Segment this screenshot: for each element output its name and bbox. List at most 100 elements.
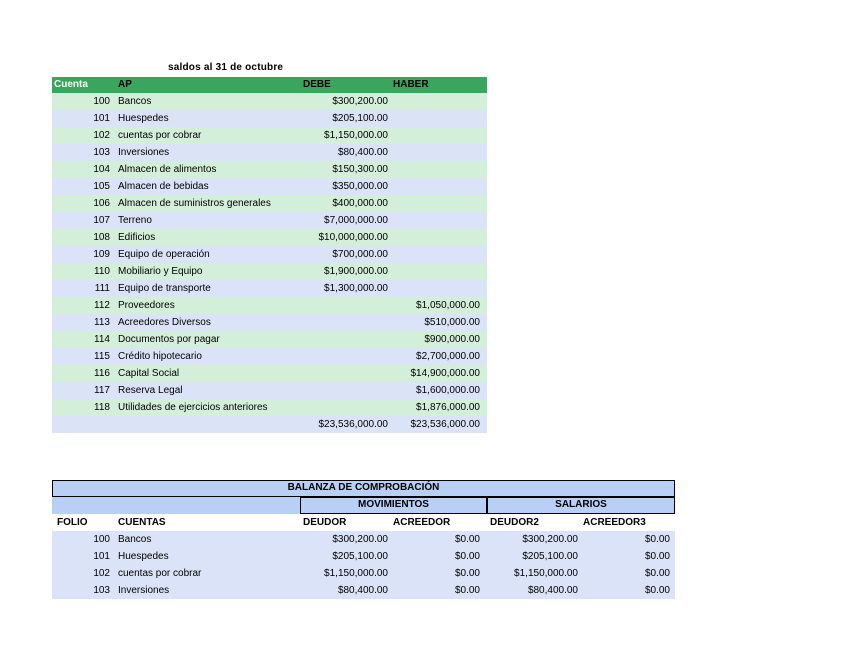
cell-haber: $1,050,000.00 — [416, 300, 480, 311]
cell-cuenta: 115 — [94, 351, 110, 362]
header-acreedor: ACREEDOR — [393, 517, 451, 528]
balanza-table-body: 100 Bancos $300,200.00 $0.00 $300,200.00… — [52, 531, 675, 599]
cell-debe: $205,100.00 — [332, 113, 388, 124]
cell-debe: $1,300,000.00 — [324, 283, 388, 294]
table-row: 114 Documentos por pagar $900,000.00 — [52, 331, 487, 348]
total-haber: $23,536,000.00 — [410, 419, 480, 430]
group-spacer — [52, 497, 300, 514]
cell-haber — [390, 127, 487, 144]
cell-ap: Equipo de operación — [118, 249, 210, 260]
header-folio: FOLIO — [57, 517, 88, 528]
total-debe: $23,536,000.00 — [318, 419, 388, 430]
table-row: 100 Bancos $300,200.00 $0.00 $300,200.00… — [52, 531, 675, 548]
saldos-title: saldos al 31 de octubre — [168, 62, 284, 73]
cell-cuenta: 107 — [93, 215, 110, 226]
header-cuenta: Cuenta — [54, 79, 88, 90]
group-salarios: SALARIOS — [487, 497, 675, 514]
header-ap: AP — [118, 79, 132, 90]
cell-cuenta: 102 — [93, 130, 110, 141]
cell-deudor2: $1,150,000.00 — [514, 568, 578, 579]
cell-cuenta: 106 — [93, 198, 110, 209]
cell-cuenta: 116 — [94, 368, 110, 379]
table-row: 101 Huespedes $205,100.00 — [52, 110, 487, 127]
balanza-title: BALANZA DE COMPROBACIÓN — [52, 480, 675, 497]
cell-cuenta: 100 — [93, 96, 110, 107]
table-row: 105 Almacen de bebidas $350,000.00 — [52, 178, 487, 195]
cell-cuenta: 118 — [94, 402, 110, 413]
cell-debe: $1,150,000.00 — [324, 130, 388, 141]
table-row: 101 Huespedes $205,100.00 $0.00 $205,100… — [52, 548, 675, 565]
cell-haber — [390, 110, 487, 127]
cell-debe — [300, 399, 390, 416]
cell-acreedor3: $0.00 — [644, 568, 670, 579]
cell-cuenta — [52, 416, 115, 433]
table-row: 102 cuentas por cobrar $1,150,000.00 — [52, 127, 487, 144]
cell-debe: $10,000,000.00 — [318, 232, 388, 243]
cell-ap: Proveedores — [118, 300, 175, 311]
cell-haber — [390, 195, 487, 212]
cell-debe: $700,000.00 — [332, 249, 388, 260]
cell-debe: $300,200.00 — [332, 96, 388, 107]
table-row: 115 Crédito hipotecario $2,700,000.00 — [52, 348, 487, 365]
cell-ap: Edificios — [118, 232, 156, 243]
cell-ap — [115, 416, 300, 433]
total-row: $23,536,000.00 $23,536,000.00 — [52, 416, 487, 433]
table-row: 103 Inversiones $80,400.00 $0.00 $80,400… — [52, 582, 675, 599]
cell-ap: Terreno — [118, 215, 152, 226]
table-row: 117 Reserva Legal $1,600,000.00 — [52, 382, 487, 399]
cell-debe — [300, 331, 390, 348]
cell-haber: $2,700,000.00 — [416, 351, 480, 362]
header-deudor: DEUDOR — [303, 517, 347, 528]
cell-deudor: $300,200.00 — [332, 534, 388, 545]
header-cuentas: CUENTAS — [118, 517, 166, 528]
cell-ap: Utilidades de ejercicios anteriores — [118, 402, 268, 413]
table-row: 107 Terreno $7,000,000.00 — [52, 212, 487, 229]
cell-debe: $80,400.00 — [337, 147, 388, 158]
cell-cuenta: 109 — [93, 249, 110, 260]
cell-ap: Crédito hipotecario — [118, 351, 202, 362]
saldos-header-row: Cuenta AP DEBE HABER — [52, 77, 487, 93]
cell-folio: 100 — [93, 534, 110, 545]
table-row: 110 Mobiliario y Equipo $1,900,000.00 — [52, 263, 487, 280]
cell-folio: 103 — [93, 585, 110, 596]
cell-debe: $1,900,000.00 — [324, 266, 388, 277]
cell-debe: $150,300.00 — [332, 164, 388, 175]
cell-acreedor3: $0.00 — [644, 534, 670, 545]
cell-haber — [390, 263, 487, 280]
cell-cuenta: 117 — [94, 385, 110, 396]
table-row: 102 cuentas por cobrar $1,150,000.00 $0.… — [52, 565, 675, 582]
cell-acreedor: $0.00 — [454, 551, 480, 562]
balanza-group-row: MOVIMIENTOS SALARIOS — [52, 497, 675, 514]
cell-haber: $510,000.00 — [424, 317, 480, 328]
cell-haber — [390, 178, 487, 195]
cell-deudor2: $80,400.00 — [527, 585, 578, 596]
cell-deudor: $80,400.00 — [337, 585, 388, 596]
cell-ap: Inversiones — [118, 147, 170, 158]
cell-ap: Almacen de suministros generales — [118, 198, 271, 209]
cell-acreedor3: $0.00 — [644, 551, 670, 562]
header-debe: DEBE — [303, 79, 331, 90]
cell-cuenta: 112 — [94, 300, 110, 311]
cell-debe: $350,000.00 — [332, 181, 388, 192]
table-row: 111 Equipo de transporte $1,300,000.00 — [52, 280, 487, 297]
cell-cuenta: 103 — [93, 147, 110, 158]
table-row: 108 Edificios $10,000,000.00 — [52, 229, 487, 246]
cell-haber: $900,000.00 — [424, 334, 480, 345]
cell-deudor: $205,100.00 — [332, 551, 388, 562]
cell-haber — [390, 212, 487, 229]
cell-deudor: $1,150,000.00 — [324, 568, 388, 579]
cell-ap: Documentos por pagar — [118, 334, 220, 345]
saldos-table-body: 100 Bancos $300,200.00 101 Huespedes $20… — [52, 93, 487, 416]
cell-debe — [300, 382, 390, 399]
cell-ap: Huespedes — [118, 113, 169, 124]
table-row: 112 Proveedores $1,050,000.00 — [52, 297, 487, 314]
cell-debe — [300, 314, 390, 331]
table-row: 116 Capital Social $14,900,000.00 — [52, 365, 487, 382]
table-row: 118 Utilidades de ejercicios anteriores … — [52, 399, 487, 416]
cell-ap: Almacen de alimentos — [118, 164, 217, 175]
table-row: 103 Inversiones $80,400.00 — [52, 144, 487, 161]
cell-ap: Reserva Legal — [118, 385, 183, 396]
cell-cuenta: 108 — [93, 232, 110, 243]
balanza-header-row: FOLIO CUENTAS DEUDOR ACREEDOR DEUDOR2 AC… — [52, 514, 675, 531]
cell-cuenta: 101 — [93, 113, 110, 124]
